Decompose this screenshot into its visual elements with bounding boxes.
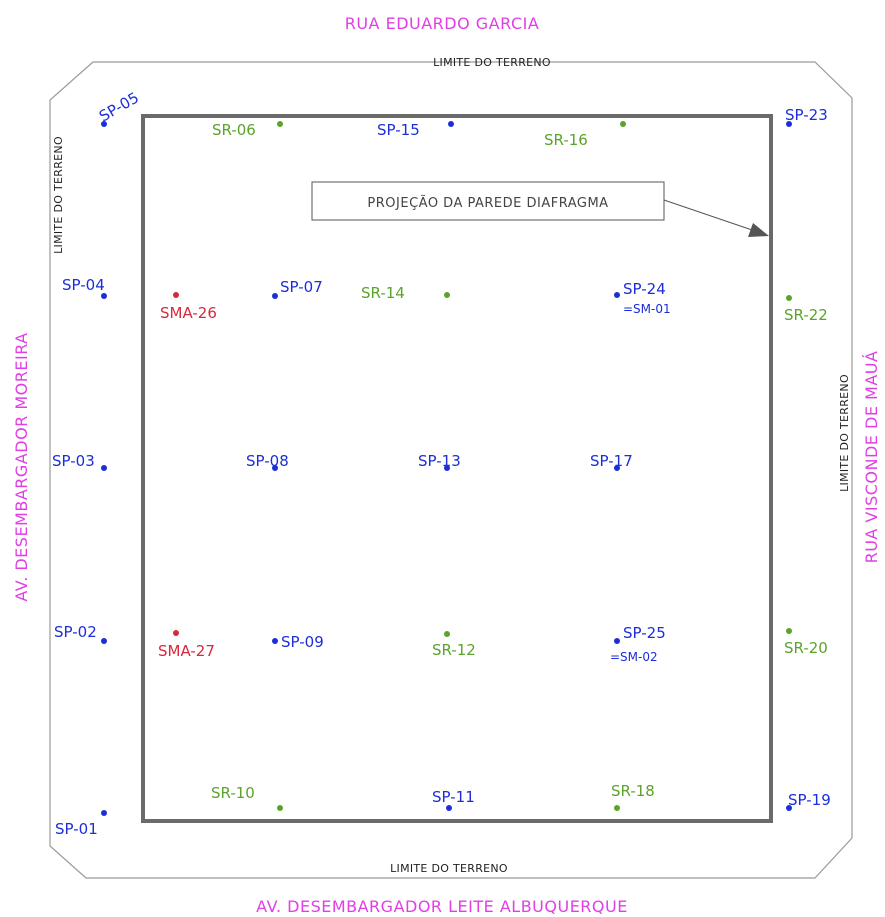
point-marker-sp-24 [614, 292, 620, 298]
point-label-sr-06: SR-06 [212, 121, 256, 139]
property-boundary [49, 61, 853, 879]
callout-arrow-head [748, 223, 769, 237]
point-marker-sp-04 [101, 293, 107, 299]
limit-label-right: LIMITE DO TERRENO [838, 374, 851, 492]
point-label-sp-02: SP-02 [54, 623, 97, 641]
point-marker-sp-09 [272, 638, 278, 644]
point-marker-sr-10 [277, 805, 283, 811]
point-marker-sma-27 [173, 630, 179, 636]
point-label-sp-23: SP-23 [785, 106, 828, 124]
point-marker-sp-07 [272, 293, 278, 299]
point-sublabel-sp-25: =SM-02 [610, 650, 658, 664]
point-marker-sp-01 [101, 810, 107, 816]
point-sublabel-sp-24: =SM-01 [623, 302, 671, 316]
point-label-sp-07: SP-07 [280, 278, 323, 296]
point-label-sr-16: SR-16 [544, 131, 588, 149]
point-marker-sp-17 [614, 465, 620, 471]
point-label-sp-24: SP-24 [623, 280, 666, 298]
point-marker-sma-26 [173, 292, 179, 298]
point-label-sr-18: SR-18 [611, 782, 655, 800]
point-marker-sr-06 [277, 121, 283, 127]
street-label-top: RUA EDUARDO GARCIA [345, 14, 540, 33]
point-label-sp-11: SP-11 [432, 788, 475, 806]
point-label-sp-13: SP-13 [418, 452, 461, 470]
point-marker-sp-19 [786, 805, 792, 811]
point-label-sp-05: SP-05 [96, 89, 142, 126]
callout-text: PROJEÇÃO DA PAREDE DIAFRAGMA [367, 195, 608, 211]
point-marker-sp-05 [101, 121, 107, 127]
point-marker-sp-03 [101, 465, 107, 471]
point-label-sp-25: SP-25 [623, 624, 666, 642]
point-label-sr-20: SR-20 [784, 639, 828, 657]
point-label-sr-22: SR-22 [784, 306, 828, 324]
point-label-sp-08: SP-08 [246, 452, 289, 470]
point-label-sma-27: SMA-27 [158, 642, 215, 660]
point-label-sp-15: SP-15 [377, 121, 420, 139]
callout-arrow-line [663, 199, 756, 232]
point-label-sp-01: SP-01 [55, 820, 98, 838]
point-marker-sp-23 [786, 121, 792, 127]
point-label-sr-12: SR-12 [432, 641, 476, 659]
street-label-left: AV. DESEMBARGADOR MOREIRA [12, 332, 31, 601]
point-label-sp-09: SP-09 [281, 633, 324, 651]
street-label-right: RUA VISCONDE DE MAUÁ [862, 351, 881, 564]
point-marker-sr-18 [614, 805, 620, 811]
street-label-bottom: AV. DESEMBARGADOR LEITE ALBUQUERQUE [256, 897, 628, 916]
point-marker-sp-11 [446, 805, 452, 811]
limit-label-bottom: LIMITE DO TERRENO [390, 862, 508, 875]
point-label-sp-04: SP-04 [62, 276, 105, 294]
point-marker-sr-22 [786, 295, 792, 301]
point-marker-sr-16 [620, 121, 626, 127]
callout-box [311, 181, 665, 221]
limit-label-left: LIMITE DO TERRENO [52, 136, 65, 254]
point-marker-sp-02 [101, 638, 107, 644]
point-marker-sp-13 [444, 465, 450, 471]
point-marker-sr-20 [786, 628, 792, 634]
point-label-sr-10: SR-10 [211, 784, 255, 802]
point-label-sr-14: SR-14 [361, 284, 405, 302]
limit-label-top: LIMITE DO TERRENO [433, 56, 551, 69]
point-label-sp-19: SP-19 [788, 791, 831, 809]
point-label-sp-03: SP-03 [52, 452, 95, 470]
point-label-sma-26: SMA-26 [160, 304, 217, 322]
diaphragm-wall [141, 114, 773, 823]
point-label-sp-17: SP-17 [590, 452, 633, 470]
point-marker-sr-12 [444, 631, 450, 637]
point-marker-sr-14 [444, 292, 450, 298]
point-marker-sp-08 [272, 465, 278, 471]
point-marker-sp-15 [448, 121, 454, 127]
point-marker-sp-25 [614, 638, 620, 644]
